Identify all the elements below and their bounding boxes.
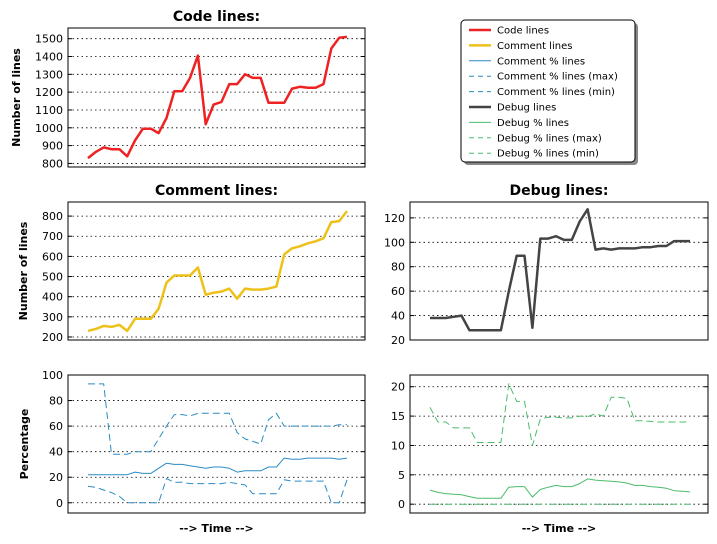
- y-axis-label: Number of lines: [17, 221, 30, 320]
- panel-debug-pct: 0 5 10 15 20 --> Time -->: [391, 374, 709, 535]
- y-tick-label: 80: [391, 261, 405, 274]
- y-tick-label: 900: [42, 140, 63, 153]
- series-line-code-0: [87, 35, 348, 160]
- y-tick-label: 500: [42, 271, 63, 284]
- legend-label: Comment % lines (min): [497, 87, 615, 98]
- y-axis-label: Number of lines: [10, 48, 23, 147]
- y-tick-label: 300: [42, 311, 63, 324]
- panel-comment: 200 300 400 500 600 700 800 Comment lines: Numbe…: [17, 183, 366, 344]
- series-line-comment-0: [87, 210, 348, 333]
- panel-debug: 20 40 60 80 100 120 Debug lines:: [384, 183, 709, 347]
- axes-frame: [67, 201, 366, 341]
- axes-frame: [409, 374, 709, 514]
- x-axis-label: --> Time -->: [179, 522, 254, 535]
- legend-label: Code lines: [497, 26, 549, 37]
- y-tick-label: 5: [398, 469, 405, 482]
- legend-label: Comment % lines: [497, 56, 585, 67]
- y-tick-label: 700: [42, 230, 63, 243]
- legend-label: Comment % lines (max): [497, 72, 618, 83]
- panel-title: Code lines:: [173, 9, 260, 25]
- y-tick-label: 1000: [35, 122, 63, 135]
- y-tick-label: 400: [42, 291, 63, 304]
- x-axis-label: --> Time -->: [522, 522, 597, 535]
- legend-box: [460, 19, 636, 163]
- y-tick-label: 80: [49, 395, 63, 408]
- series-line-debug-pct-1: [429, 383, 690, 446]
- y-tick-label: 60: [391, 285, 405, 298]
- axes-frame: [67, 374, 366, 514]
- y-tick-label: 40: [49, 446, 63, 459]
- y-tick-label: 1200: [35, 86, 63, 99]
- panel-code: 800 900 1000 1100 1200 1300 1400 1500 Code lines…: [10, 9, 366, 170]
- y-tick-label: 100: [42, 369, 63, 382]
- panel-title: Debug lines:: [510, 183, 609, 199]
- y-tick-label: 1100: [35, 104, 63, 117]
- y-tick-label: 20: [49, 471, 63, 484]
- legend-label: Debug % lines (min): [497, 149, 599, 160]
- y-tick-label: 800: [42, 210, 63, 223]
- y-axis-label: Percentage: [18, 409, 31, 480]
- series-line-comment-pct-0: [88, 457, 348, 476]
- y-tick-label: 15: [391, 410, 405, 423]
- y-tick-label: 1500: [35, 33, 63, 46]
- legend-label: Comment lines: [497, 41, 572, 52]
- y-tick-label: 20: [391, 334, 405, 347]
- legend: Code lines Comment lines Comment % lines Co…: [460, 19, 638, 165]
- y-tick-label: 10: [391, 439, 405, 452]
- y-tick-label: 200: [42, 331, 63, 344]
- axes-frame: [67, 27, 366, 168]
- y-tick-label: 1300: [35, 68, 63, 81]
- y-tick-label: 120: [384, 212, 405, 225]
- panel-comment-pct: 0 20 40 60 80 100 Percentage --> Time -->: [18, 369, 366, 535]
- y-tick-label: 60: [49, 420, 63, 433]
- series-line-comment-pct-2: [87, 478, 348, 504]
- legend-label: Debug % lines: [497, 118, 569, 129]
- axes-frame: [409, 201, 709, 341]
- y-tick-label: 1400: [35, 51, 63, 64]
- y-tick-label: 40: [391, 310, 405, 323]
- panel-title: Comment lines:: [155, 183, 278, 199]
- series-line-comment-pct-1: [88, 383, 347, 455]
- y-tick-label: 0: [398, 498, 405, 511]
- legend-label: Debug lines: [497, 103, 556, 114]
- legend-label: Debug % lines (max): [497, 133, 602, 144]
- y-tick-label: 600: [42, 250, 63, 263]
- series-line-debug-0: [430, 208, 690, 332]
- y-tick-label: 20: [391, 381, 405, 394]
- series-line-debug-pct-0: [429, 478, 691, 499]
- y-tick-label: 0: [56, 497, 63, 510]
- y-tick-label: 100: [384, 236, 405, 249]
- y-tick-label: 800: [42, 157, 63, 170]
